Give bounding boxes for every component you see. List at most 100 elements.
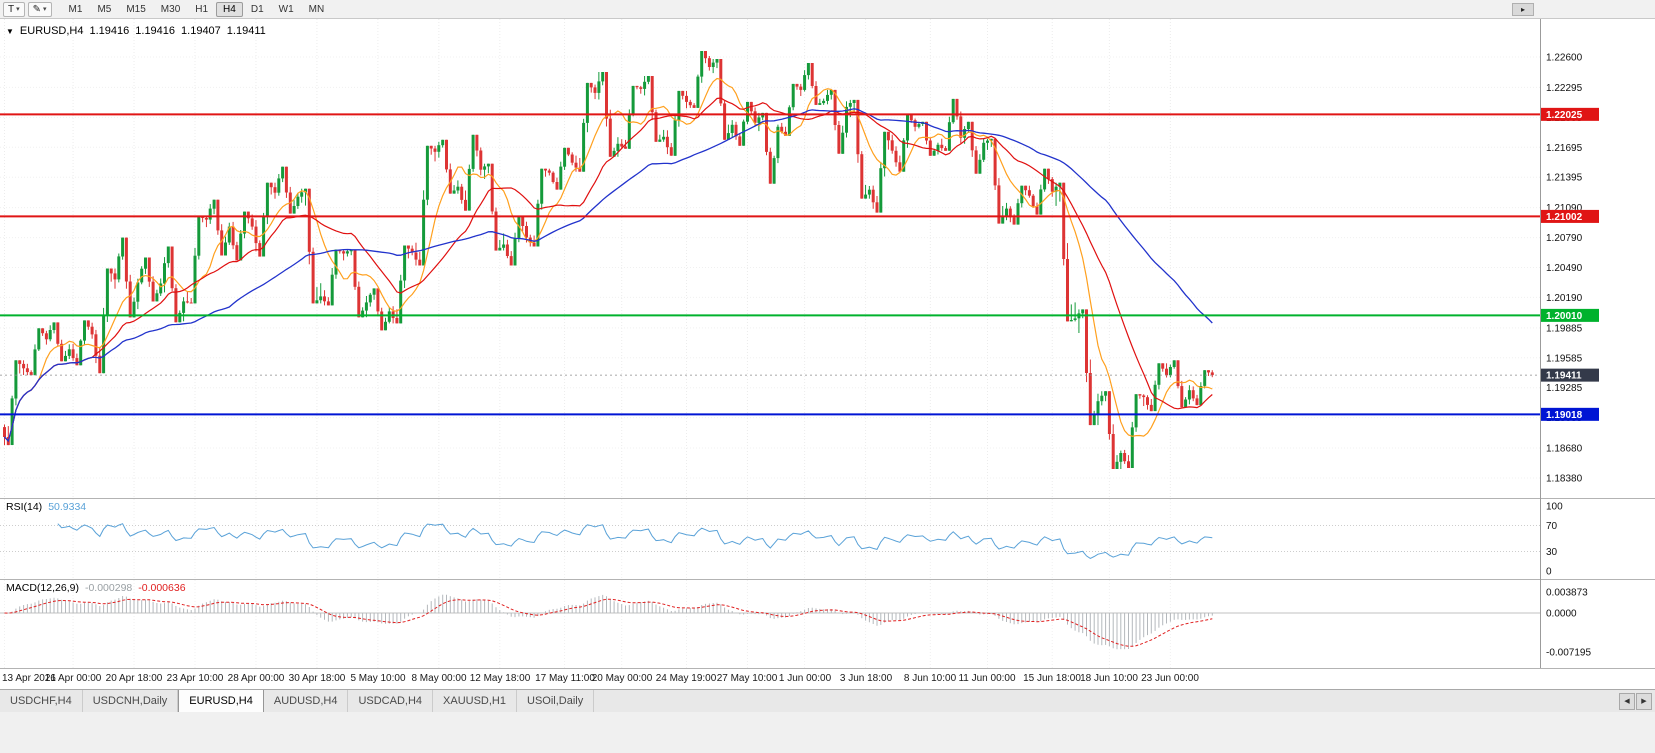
- candle-body: [86, 320, 90, 327]
- time-label: 12 May 18:00: [469, 673, 531, 684]
- candle-body: [41, 328, 45, 334]
- candle-body: [505, 244, 509, 256]
- macd-name: MACD(12,26,9): [6, 582, 79, 594]
- candle-body: [364, 302, 368, 311]
- tf-button-w1[interactable]: W1: [272, 2, 301, 17]
- tab-scroll-right-button[interactable]: ▶: [1636, 692, 1652, 710]
- candle-body: [349, 249, 353, 252]
- candle-body: [925, 121, 928, 141]
- candle-body: [1191, 390, 1195, 399]
- candle-body: [117, 256, 121, 280]
- candle-body: [113, 273, 117, 280]
- candle-body: [1031, 195, 1035, 207]
- scroll-to-end-button[interactable]: ▸: [1512, 2, 1534, 16]
- candle-body: [955, 98, 959, 117]
- candle-body: [768, 151, 772, 184]
- candle-body: [235, 245, 239, 261]
- rsi-line: [57, 523, 1213, 559]
- candle-body: [460, 186, 464, 200]
- candle-body: [37, 328, 41, 350]
- tab-scroll-left-button[interactable]: ◀: [1619, 692, 1635, 710]
- price-badge-label: 1.22025: [1546, 110, 1583, 121]
- candle-body: [563, 147, 567, 167]
- rsi-panel[interactable]: 100 70 30 0: [0, 498, 1655, 579]
- candle-body: [726, 133, 730, 140]
- tf-button-m5[interactable]: M5: [90, 2, 118, 17]
- macd-panel[interactable]: 0.003873 0.0000 -0.007195: [0, 579, 1655, 668]
- price-tick: 1.20190: [1546, 293, 1583, 304]
- chart-tabbar: USDCHF,H4 USDCNH,Daily EURUSD,H4 AUDUSD,H4 U…: [0, 689, 1655, 712]
- time-label: 23 Jun 00:00: [1141, 673, 1199, 684]
- candle-body: [425, 145, 429, 200]
- candle-body: [1043, 168, 1047, 190]
- time-label: 20 Apr 18:00: [105, 673, 163, 684]
- candle-body: [136, 282, 140, 302]
- time-label: 15 Jun 18:00: [1023, 673, 1081, 684]
- chart-tabs: USDCHF,H4 USDCNH,Daily EURUSD,H4 AUDUSD,H4 U…: [0, 690, 595, 712]
- candle-body: [132, 301, 136, 318]
- candle-body: [422, 199, 426, 266]
- ma-fast-line: [4, 77, 1213, 443]
- candle-body: [315, 300, 319, 304]
- price-tick: 1.19885: [1546, 323, 1583, 334]
- candle-body: [128, 281, 132, 318]
- tab-usdcad-h4[interactable]: USDCAD,H4: [348, 690, 434, 712]
- candle-body: [1001, 216, 1005, 224]
- time-label: 11 Jun 00:00: [958, 673, 1016, 684]
- tf-button-m15[interactable]: M15: [119, 2, 152, 17]
- candle-body: [1088, 373, 1092, 426]
- candle-body: [1008, 208, 1012, 218]
- candle-body: [10, 398, 14, 445]
- candle-body: [250, 218, 254, 227]
- price-chart[interactable]: 1.226001.222951.219951.216951.213951.210…: [0, 19, 1655, 498]
- tf-button-m30[interactable]: M30: [154, 2, 187, 17]
- candle-body: [1127, 461, 1130, 468]
- candle-body: [387, 311, 391, 322]
- price-tick: 1.22600: [1546, 53, 1583, 64]
- tf-button-m1[interactable]: M1: [62, 2, 90, 17]
- text-tool-button[interactable]: T ▾: [3, 1, 25, 17]
- candle-body: [852, 99, 856, 103]
- tab-usdcnh-daily[interactable]: USDCNH,Daily: [82, 690, 179, 712]
- candle-body: [951, 98, 955, 123]
- tf-button-mn[interactable]: MN: [302, 2, 332, 17]
- candle-body: [1146, 397, 1149, 405]
- candle-body: [826, 94, 829, 101]
- candle-body: [456, 186, 460, 191]
- candle-body: [1195, 398, 1199, 406]
- candle-body: [509, 256, 513, 266]
- tab-audusd-h4[interactable]: AUDUSD,H4: [263, 690, 349, 712]
- candle-body: [1100, 395, 1104, 402]
- candle-body: [605, 72, 608, 119]
- time-axis: 13 Apr 2021 16 Apr 00:00 20 Apr 18:00 23 Ap…: [0, 668, 1655, 689]
- candle-body: [1027, 190, 1031, 196]
- tf-button-d1[interactable]: D1: [244, 2, 271, 17]
- candle-body: [1207, 370, 1210, 373]
- price-badge-label: 1.21002: [1546, 212, 1583, 223]
- candle-body: [578, 167, 582, 172]
- rsi-tick: 0: [1546, 567, 1552, 578]
- arrow-right-icon: ▶: [1641, 698, 1647, 705]
- tab-xauusd-h1[interactable]: XAUUSD,H1: [433, 690, 517, 712]
- candle-body: [281, 166, 285, 179]
- candle-body: [643, 81, 647, 89]
- tab-usoil-daily[interactable]: USOil,Daily: [517, 690, 595, 712]
- candle-body: [757, 117, 761, 123]
- candle-body: [1039, 189, 1043, 215]
- candle-body: [471, 134, 475, 169]
- symbol-dropdown-icon[interactable]: ▼: [6, 26, 14, 36]
- symbol-timeframe-label: EURUSD,H4: [19, 25, 84, 37]
- candle-body: [536, 203, 540, 247]
- tf-button-h4[interactable]: H4: [216, 1, 243, 17]
- draw-tool-button[interactable]: ✎ ▾: [27, 1, 52, 17]
- ohlc-open: 1.19416: [89, 25, 130, 37]
- tab-eurusd-h4[interactable]: EURUSD,H4: [178, 690, 264, 712]
- candle-body: [940, 144, 944, 149]
- tab-usdchf-h4[interactable]: USDCHF,H4: [0, 690, 83, 712]
- candle-body: [319, 296, 323, 301]
- tf-button-h1[interactable]: H1: [188, 2, 215, 17]
- candle-body: [989, 138, 993, 141]
- candle-body: [654, 112, 658, 142]
- candle-body: [467, 168, 471, 211]
- candle-body: [406, 245, 410, 249]
